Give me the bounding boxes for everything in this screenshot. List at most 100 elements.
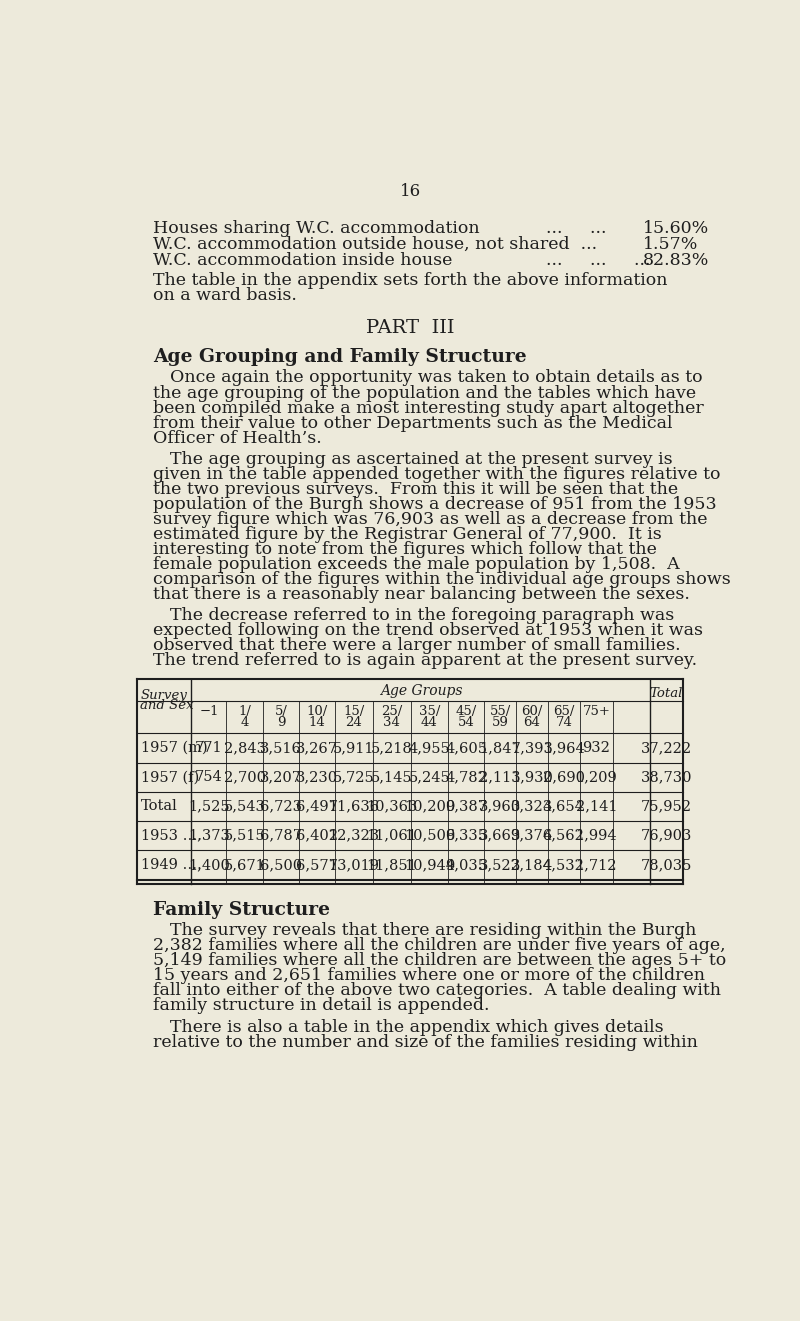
- Text: female population exceeds the male population by 1,508.  A: female population exceeds the male popul…: [153, 556, 679, 573]
- Text: 60/: 60/: [522, 705, 542, 717]
- Text: 9,335: 9,335: [445, 828, 487, 843]
- Text: 5,515: 5,515: [224, 828, 266, 843]
- Text: survey figure which was 76,903 as well as a decrease from the: survey figure which was 76,903 as well a…: [153, 511, 707, 528]
- Text: 54: 54: [458, 716, 474, 729]
- Text: 4,654: 4,654: [543, 799, 585, 814]
- Text: 11,636: 11,636: [328, 799, 379, 814]
- Text: 2,700: 2,700: [223, 770, 266, 785]
- Text: 3,207: 3,207: [260, 770, 302, 785]
- Text: 1,400: 1,400: [188, 859, 230, 872]
- Text: 65/: 65/: [553, 705, 574, 717]
- Text: 16: 16: [399, 184, 421, 201]
- Text: comparison of the figures within the individual age groups shows: comparison of the figures within the ind…: [153, 571, 730, 588]
- Text: 4,605: 4,605: [445, 741, 487, 756]
- Text: 6,497: 6,497: [296, 799, 338, 814]
- Text: 6,500: 6,500: [260, 859, 302, 872]
- Text: observed that there were a larger number of small families.: observed that there were a larger number…: [153, 637, 680, 654]
- Text: 14: 14: [309, 716, 326, 729]
- Text: interesting to note from the figures which follow that the: interesting to note from the figures whi…: [153, 540, 657, 557]
- Text: 74: 74: [555, 716, 572, 729]
- Text: 12,323: 12,323: [328, 828, 379, 843]
- Text: 1,525: 1,525: [188, 799, 230, 814]
- Text: given in the table appended together with the figures relative to: given in the table appended together wit…: [153, 466, 720, 482]
- Text: the age grouping of the population and the tables which have: the age grouping of the population and t…: [153, 384, 696, 402]
- Text: Survey: Survey: [140, 688, 187, 701]
- Text: 6,723: 6,723: [260, 799, 302, 814]
- Text: 771: 771: [195, 741, 222, 756]
- Text: ...     ...: ... ...: [546, 221, 606, 238]
- Text: 5/: 5/: [274, 705, 287, 717]
- Text: 1,393: 1,393: [511, 741, 553, 756]
- Text: 3,376: 3,376: [511, 828, 553, 843]
- Text: Family Structure: Family Structure: [153, 901, 330, 919]
- Text: 2,690: 2,690: [543, 770, 585, 785]
- Text: fall into either of the above two categories.  A table dealing with: fall into either of the above two catego…: [153, 983, 721, 1000]
- Text: 59: 59: [492, 716, 509, 729]
- Text: Once again the opportunity was taken to obtain details as to: Once again the opportunity was taken to …: [170, 370, 702, 387]
- Text: 82.83%: 82.83%: [642, 252, 709, 268]
- Text: 9,387: 9,387: [445, 799, 487, 814]
- Text: There is also a table in the appendix which gives details: There is also a table in the appendix wh…: [170, 1018, 663, 1036]
- Text: Total: Total: [650, 687, 683, 700]
- Text: 932: 932: [582, 741, 610, 756]
- Text: 1,994: 1,994: [575, 828, 618, 843]
- Text: 1957 (f): 1957 (f): [141, 770, 199, 785]
- Text: Age Grouping and Family Structure: Age Grouping and Family Structure: [153, 349, 526, 366]
- Text: 6,402: 6,402: [296, 828, 338, 843]
- Text: 2,141: 2,141: [576, 799, 617, 814]
- Text: 1,930: 1,930: [511, 770, 553, 785]
- Text: expected following on the trend observed at 1953 when it was: expected following on the trend observed…: [153, 622, 702, 639]
- Text: The decrease referred to in the foregoing paragraph was: The decrease referred to in the foregoin…: [170, 608, 674, 624]
- Text: 5,543: 5,543: [224, 799, 266, 814]
- Text: population of the Burgh shows a decrease of 951 from the 1953: population of the Burgh shows a decrease…: [153, 495, 716, 513]
- Text: 76,903: 76,903: [641, 828, 692, 843]
- Text: 10,363: 10,363: [366, 799, 418, 814]
- Text: 6,577: 6,577: [296, 859, 338, 872]
- Text: been compiled make a most interesting study apart altogether: been compiled make a most interesting st…: [153, 399, 703, 416]
- Text: Age Groups: Age Groups: [380, 684, 462, 697]
- Text: Officer of Health’s.: Officer of Health’s.: [153, 429, 322, 446]
- Text: 15/: 15/: [343, 705, 365, 717]
- Text: 5,149 families where all the children are between the ages 5+ to: 5,149 families where all the children ar…: [153, 952, 726, 970]
- Text: 1,373: 1,373: [188, 828, 230, 843]
- Text: Houses sharing W.C. accommodation: Houses sharing W.C. accommodation: [153, 221, 479, 238]
- Text: −1: −1: [199, 705, 218, 717]
- Text: 6,787: 6,787: [260, 828, 302, 843]
- Text: ...     ...     ...: ... ... ...: [546, 252, 650, 268]
- Text: 64: 64: [524, 716, 541, 729]
- Text: 5,671: 5,671: [224, 859, 266, 872]
- Text: 25/: 25/: [381, 705, 402, 717]
- Text: The survey reveals that there are residing within the Burgh: The survey reveals that there are residi…: [170, 922, 696, 939]
- Text: W.C. accommodation outside house, not shared  ...: W.C. accommodation outside house, not sh…: [153, 236, 597, 252]
- Text: 1957 (m): 1957 (m): [141, 741, 208, 756]
- Text: 24: 24: [346, 716, 362, 729]
- Text: 3,522: 3,522: [479, 859, 522, 872]
- Text: relative to the number and size of the families residing within: relative to the number and size of the f…: [153, 1033, 698, 1050]
- Text: 754: 754: [195, 770, 222, 785]
- Text: Total: Total: [141, 799, 178, 814]
- Text: 11,061: 11,061: [366, 828, 418, 843]
- Text: 1,712: 1,712: [576, 859, 617, 872]
- Text: 78,035: 78,035: [641, 859, 692, 872]
- Text: 2,382 families where all the children are under five years of age,: 2,382 families where all the children ar…: [153, 938, 726, 954]
- Text: 9: 9: [277, 716, 286, 729]
- Text: 4,955: 4,955: [409, 741, 450, 756]
- Text: The trend referred to is again apparent at the present survey.: The trend referred to is again apparent …: [153, 653, 697, 670]
- Text: 10/: 10/: [306, 705, 328, 717]
- Text: 35/: 35/: [418, 705, 440, 717]
- Text: PART  III: PART III: [366, 320, 454, 337]
- Text: .: .: [140, 724, 144, 734]
- Text: 4,782: 4,782: [446, 770, 487, 785]
- Text: 1/: 1/: [238, 705, 251, 717]
- Text: 1953 ….: 1953 ….: [141, 828, 202, 843]
- Text: 13,019: 13,019: [328, 859, 379, 872]
- Text: 3,669: 3,669: [479, 828, 522, 843]
- Text: 3,516: 3,516: [260, 741, 302, 756]
- Text: 2,843: 2,843: [223, 741, 266, 756]
- Text: The age grouping as ascertained at the present survey is: The age grouping as ascertained at the p…: [170, 450, 672, 468]
- Text: 10,506: 10,506: [404, 828, 455, 843]
- Text: 5,145: 5,145: [371, 770, 413, 785]
- Text: estimated figure by the Registrar General of 77,900.  It is: estimated figure by the Registrar Genera…: [153, 526, 662, 543]
- Text: 34: 34: [383, 716, 400, 729]
- Text: 9,035: 9,035: [445, 859, 487, 872]
